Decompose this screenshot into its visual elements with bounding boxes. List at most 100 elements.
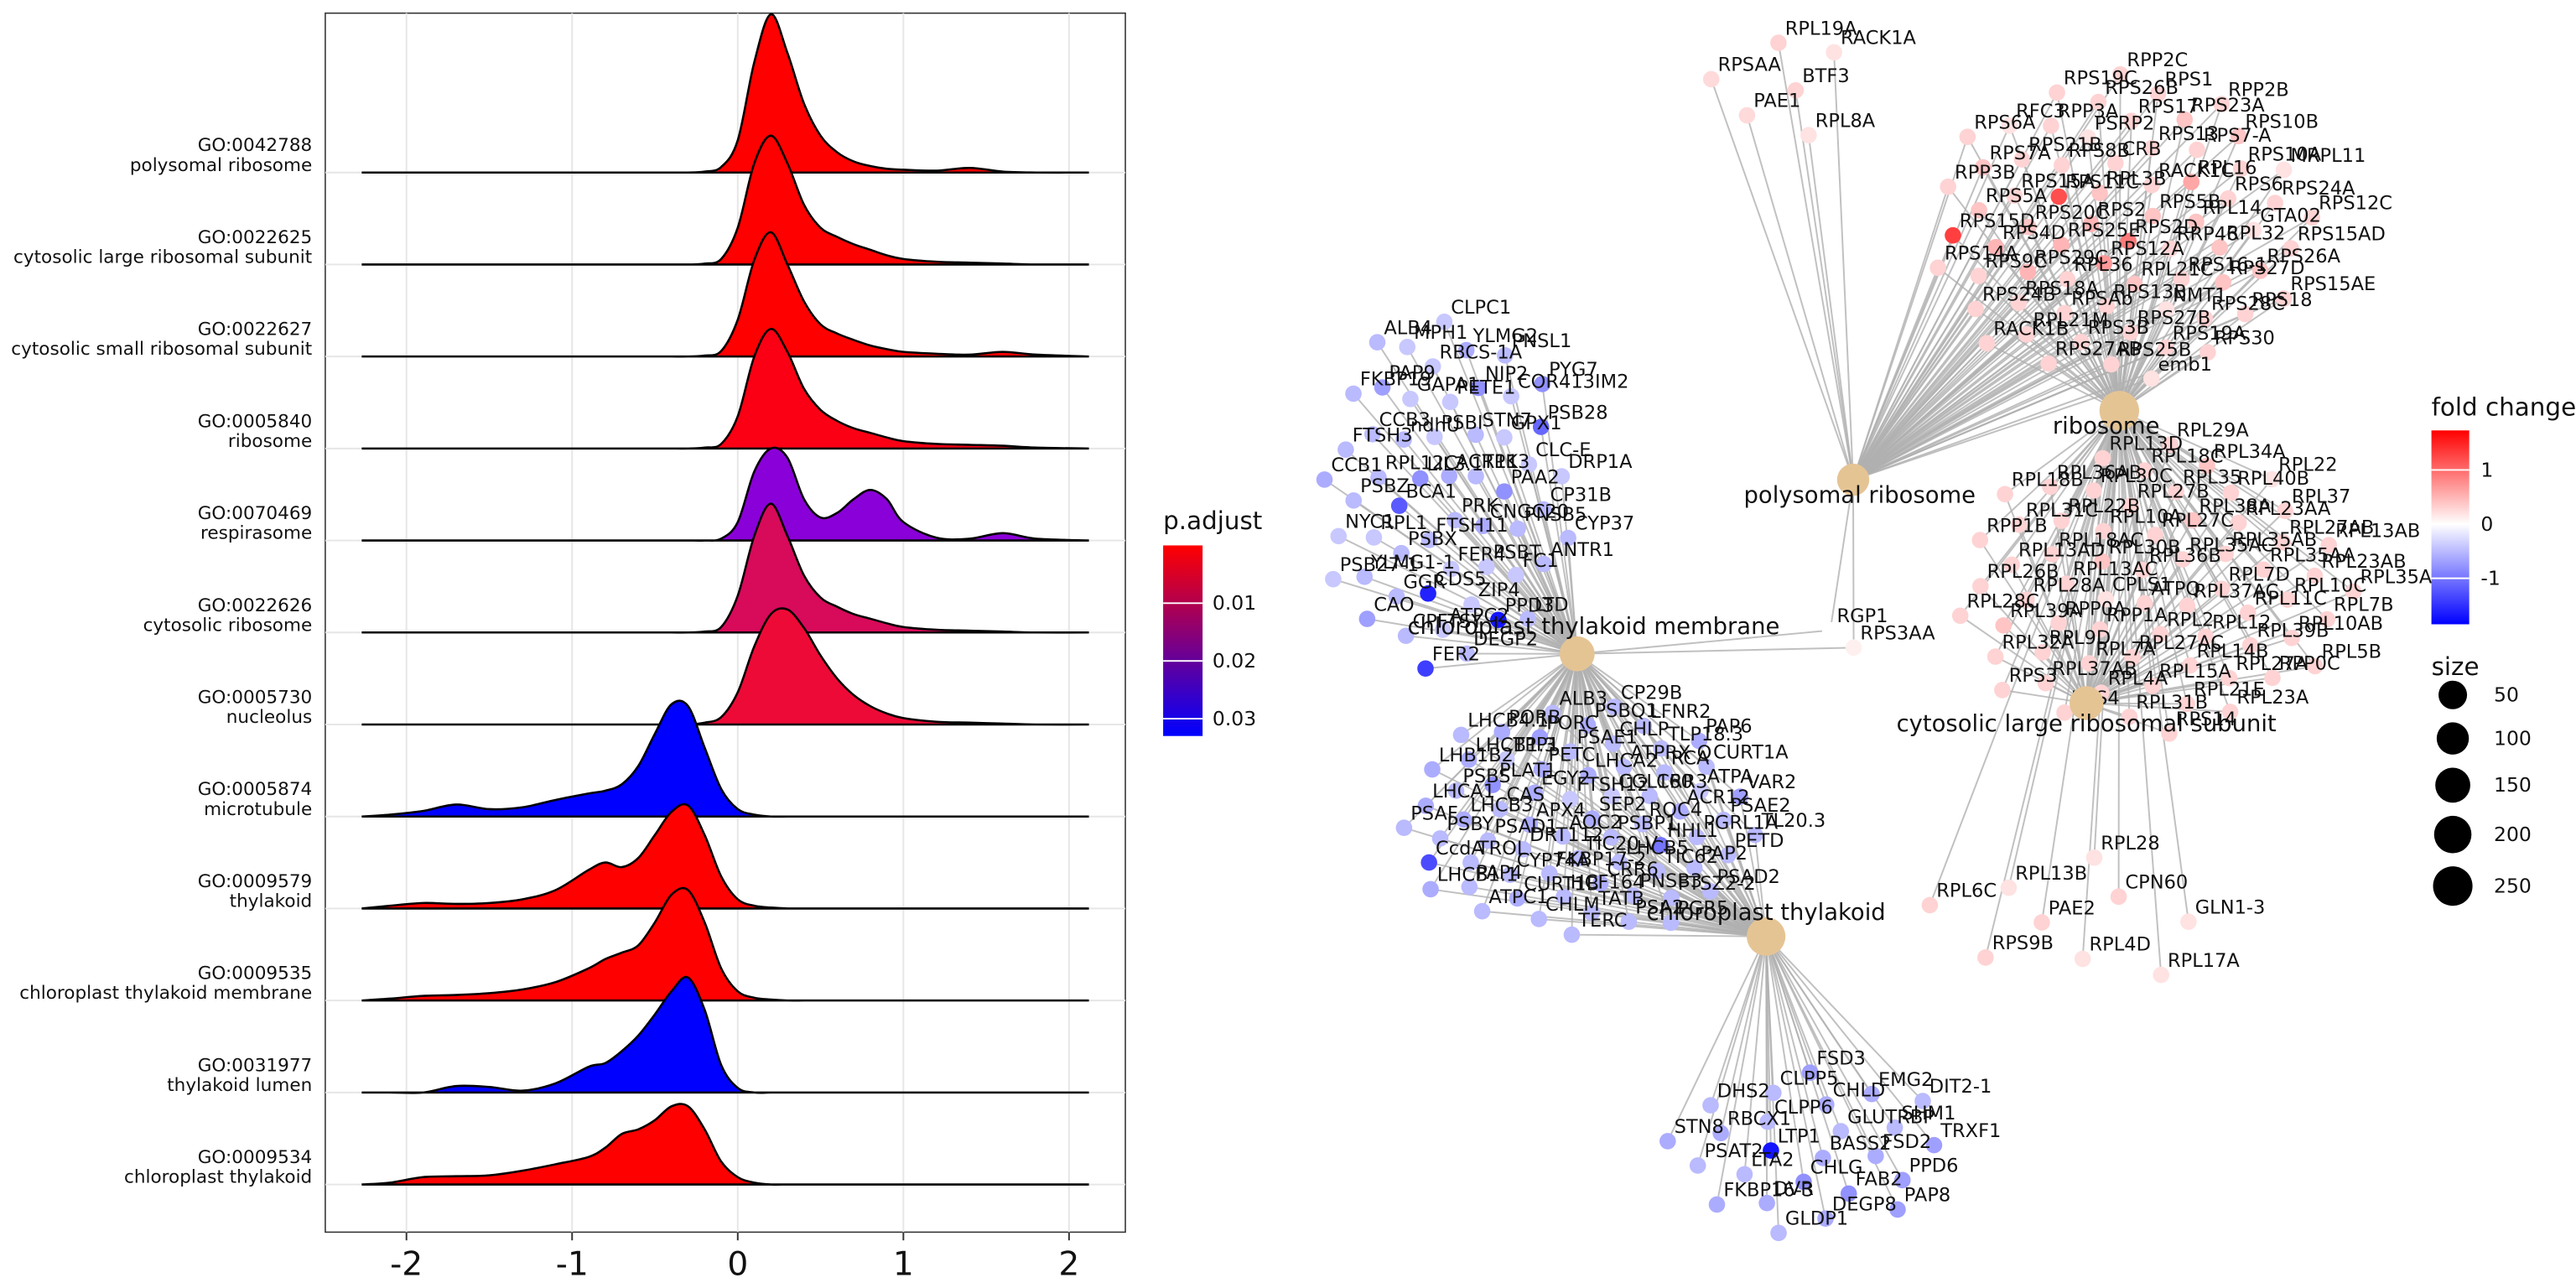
gene-label: LHCB4.1 bbox=[1467, 710, 1548, 732]
gene-node bbox=[1532, 418, 1550, 435]
gene-node bbox=[2011, 516, 2028, 533]
gene-label: RPS15D bbox=[1960, 210, 2035, 232]
gene-label: GLN1-3 bbox=[2195, 896, 2266, 918]
edge bbox=[1852, 363, 2112, 480]
gene-label: LHCA1 bbox=[1432, 781, 1495, 802]
edge bbox=[2118, 74, 2122, 411]
gene-label: RBCX1 bbox=[1727, 1109, 1791, 1130]
gene-label: ATPA bbox=[1707, 766, 1754, 788]
gene-node bbox=[1461, 878, 1478, 896]
edge bbox=[1404, 827, 1767, 937]
ridge bbox=[361, 502, 1089, 634]
gene-node bbox=[2059, 271, 2076, 288]
gene-label: RPL14 bbox=[2203, 197, 2262, 219]
category-id: GO:0022626 bbox=[198, 595, 312, 616]
gene-label: RPS10A bbox=[2248, 143, 2322, 165]
gene-node bbox=[1519, 610, 1537, 627]
gene-node bbox=[1441, 467, 1458, 485]
gene-label: CPFTSY bbox=[1413, 610, 1483, 632]
gene-label: RPS2D bbox=[2135, 216, 2198, 238]
gene-label: PSAD2 bbox=[1717, 866, 1780, 888]
edge bbox=[1852, 125, 2052, 480]
gene-label: LHCA2 bbox=[1595, 750, 1658, 772]
gene-node bbox=[2184, 512, 2201, 529]
category-name: cytosolic small ribosomal subunit bbox=[11, 339, 312, 360]
gene-node bbox=[1509, 890, 1526, 907]
gene-label: MRPL11 bbox=[2290, 145, 2366, 167]
gene-label: PGRL1A bbox=[1703, 812, 1779, 834]
gene-label: RPL13D bbox=[2109, 434, 2183, 455]
gene-node bbox=[1452, 726, 1470, 744]
gene-node bbox=[1492, 801, 1509, 818]
gene-label: PAE1 bbox=[1753, 91, 1800, 112]
gene-node bbox=[2303, 209, 2321, 226]
gene-label: RPS16-1 bbox=[2188, 254, 2267, 276]
gene-label: RPL7D bbox=[2228, 564, 2289, 586]
gene-node bbox=[1520, 456, 1538, 473]
hub-node bbox=[2099, 391, 2139, 431]
gene-label: RPL13AB bbox=[2335, 520, 2420, 542]
category-id: GO:0070469 bbox=[198, 503, 312, 524]
gene-node bbox=[2283, 240, 2299, 257]
gene-node bbox=[1397, 627, 1415, 645]
gene-node bbox=[1977, 949, 1994, 966]
gene-node bbox=[2174, 551, 2191, 568]
gene-label: PNSL1 bbox=[1512, 330, 1572, 352]
gene-node bbox=[1702, 70, 1720, 88]
gene-label: CP29B bbox=[1621, 682, 1682, 704]
gene-node bbox=[1602, 828, 1620, 846]
edge bbox=[1372, 434, 1578, 655]
x-tick-label: -1 bbox=[556, 1245, 589, 1283]
gene-label: CGL160 bbox=[1618, 771, 1693, 792]
gene-label: CP31B bbox=[1550, 485, 1612, 506]
edge bbox=[1576, 653, 1741, 797]
gene-label: RPL16 bbox=[2198, 157, 2257, 179]
gene-node bbox=[2073, 333, 2090, 351]
gene-node bbox=[1659, 1133, 1676, 1150]
gene-label: PSBI bbox=[1441, 412, 1483, 434]
gene-node bbox=[1972, 578, 1989, 595]
gene-node bbox=[1368, 334, 1386, 351]
x-tick-label: 2 bbox=[1058, 1245, 1079, 1283]
hub-label: polysomal ribosome bbox=[1744, 483, 1976, 509]
gene-node bbox=[2149, 85, 2167, 102]
gene-label: ATPC2 bbox=[1450, 605, 1509, 626]
gene-node bbox=[2053, 236, 2070, 253]
gene-label: NMT1 bbox=[2173, 284, 2226, 306]
gene-node bbox=[2251, 262, 2269, 279]
category-name: chloroplast thylakoid membrane bbox=[19, 983, 312, 1004]
gene-node bbox=[1765, 1084, 1782, 1102]
edge bbox=[1852, 334, 2028, 480]
gene-node bbox=[1951, 607, 1969, 625]
gene-node bbox=[1832, 1123, 1850, 1140]
gene-node bbox=[2236, 305, 2254, 323]
gene-label: RPS6A bbox=[1974, 112, 2036, 133]
size-key bbox=[2435, 767, 2470, 803]
gene-label: RPL28 bbox=[2101, 833, 2159, 854]
edge bbox=[1664, 771, 1767, 937]
gene-node bbox=[1817, 1210, 1834, 1228]
edge bbox=[1952, 235, 2121, 412]
gene-label: LHCB1.1 bbox=[1437, 865, 1518, 886]
gene-node bbox=[2098, 298, 2116, 314]
gene-label: RPS3B bbox=[2088, 317, 2149, 339]
gene-node bbox=[1583, 904, 1601, 922]
gene-label: RRP46 bbox=[2177, 224, 2239, 246]
edge bbox=[1337, 535, 1578, 655]
gene-node bbox=[1712, 1124, 1729, 1142]
gene-node bbox=[2080, 655, 2098, 672]
edge bbox=[1539, 736, 1767, 937]
ridge bbox=[361, 1103, 1089, 1187]
gene-label: GPX1 bbox=[1511, 413, 1562, 434]
gene-node bbox=[1770, 34, 1787, 51]
gene-node bbox=[1402, 390, 1419, 408]
gene-label: CRR6 bbox=[1607, 859, 1658, 880]
gene-label: FKBP16-3 bbox=[1723, 1180, 1814, 1202]
gene-label: FER4 bbox=[1458, 544, 1506, 566]
gene-node bbox=[1358, 610, 1376, 627]
legend-title: size bbox=[2432, 652, 2480, 681]
gene-node bbox=[2020, 218, 2037, 236]
gene-label: ALB3 bbox=[1559, 688, 1607, 709]
gene-node bbox=[1845, 639, 1862, 657]
gene-label: RPL21C bbox=[2141, 259, 2213, 281]
